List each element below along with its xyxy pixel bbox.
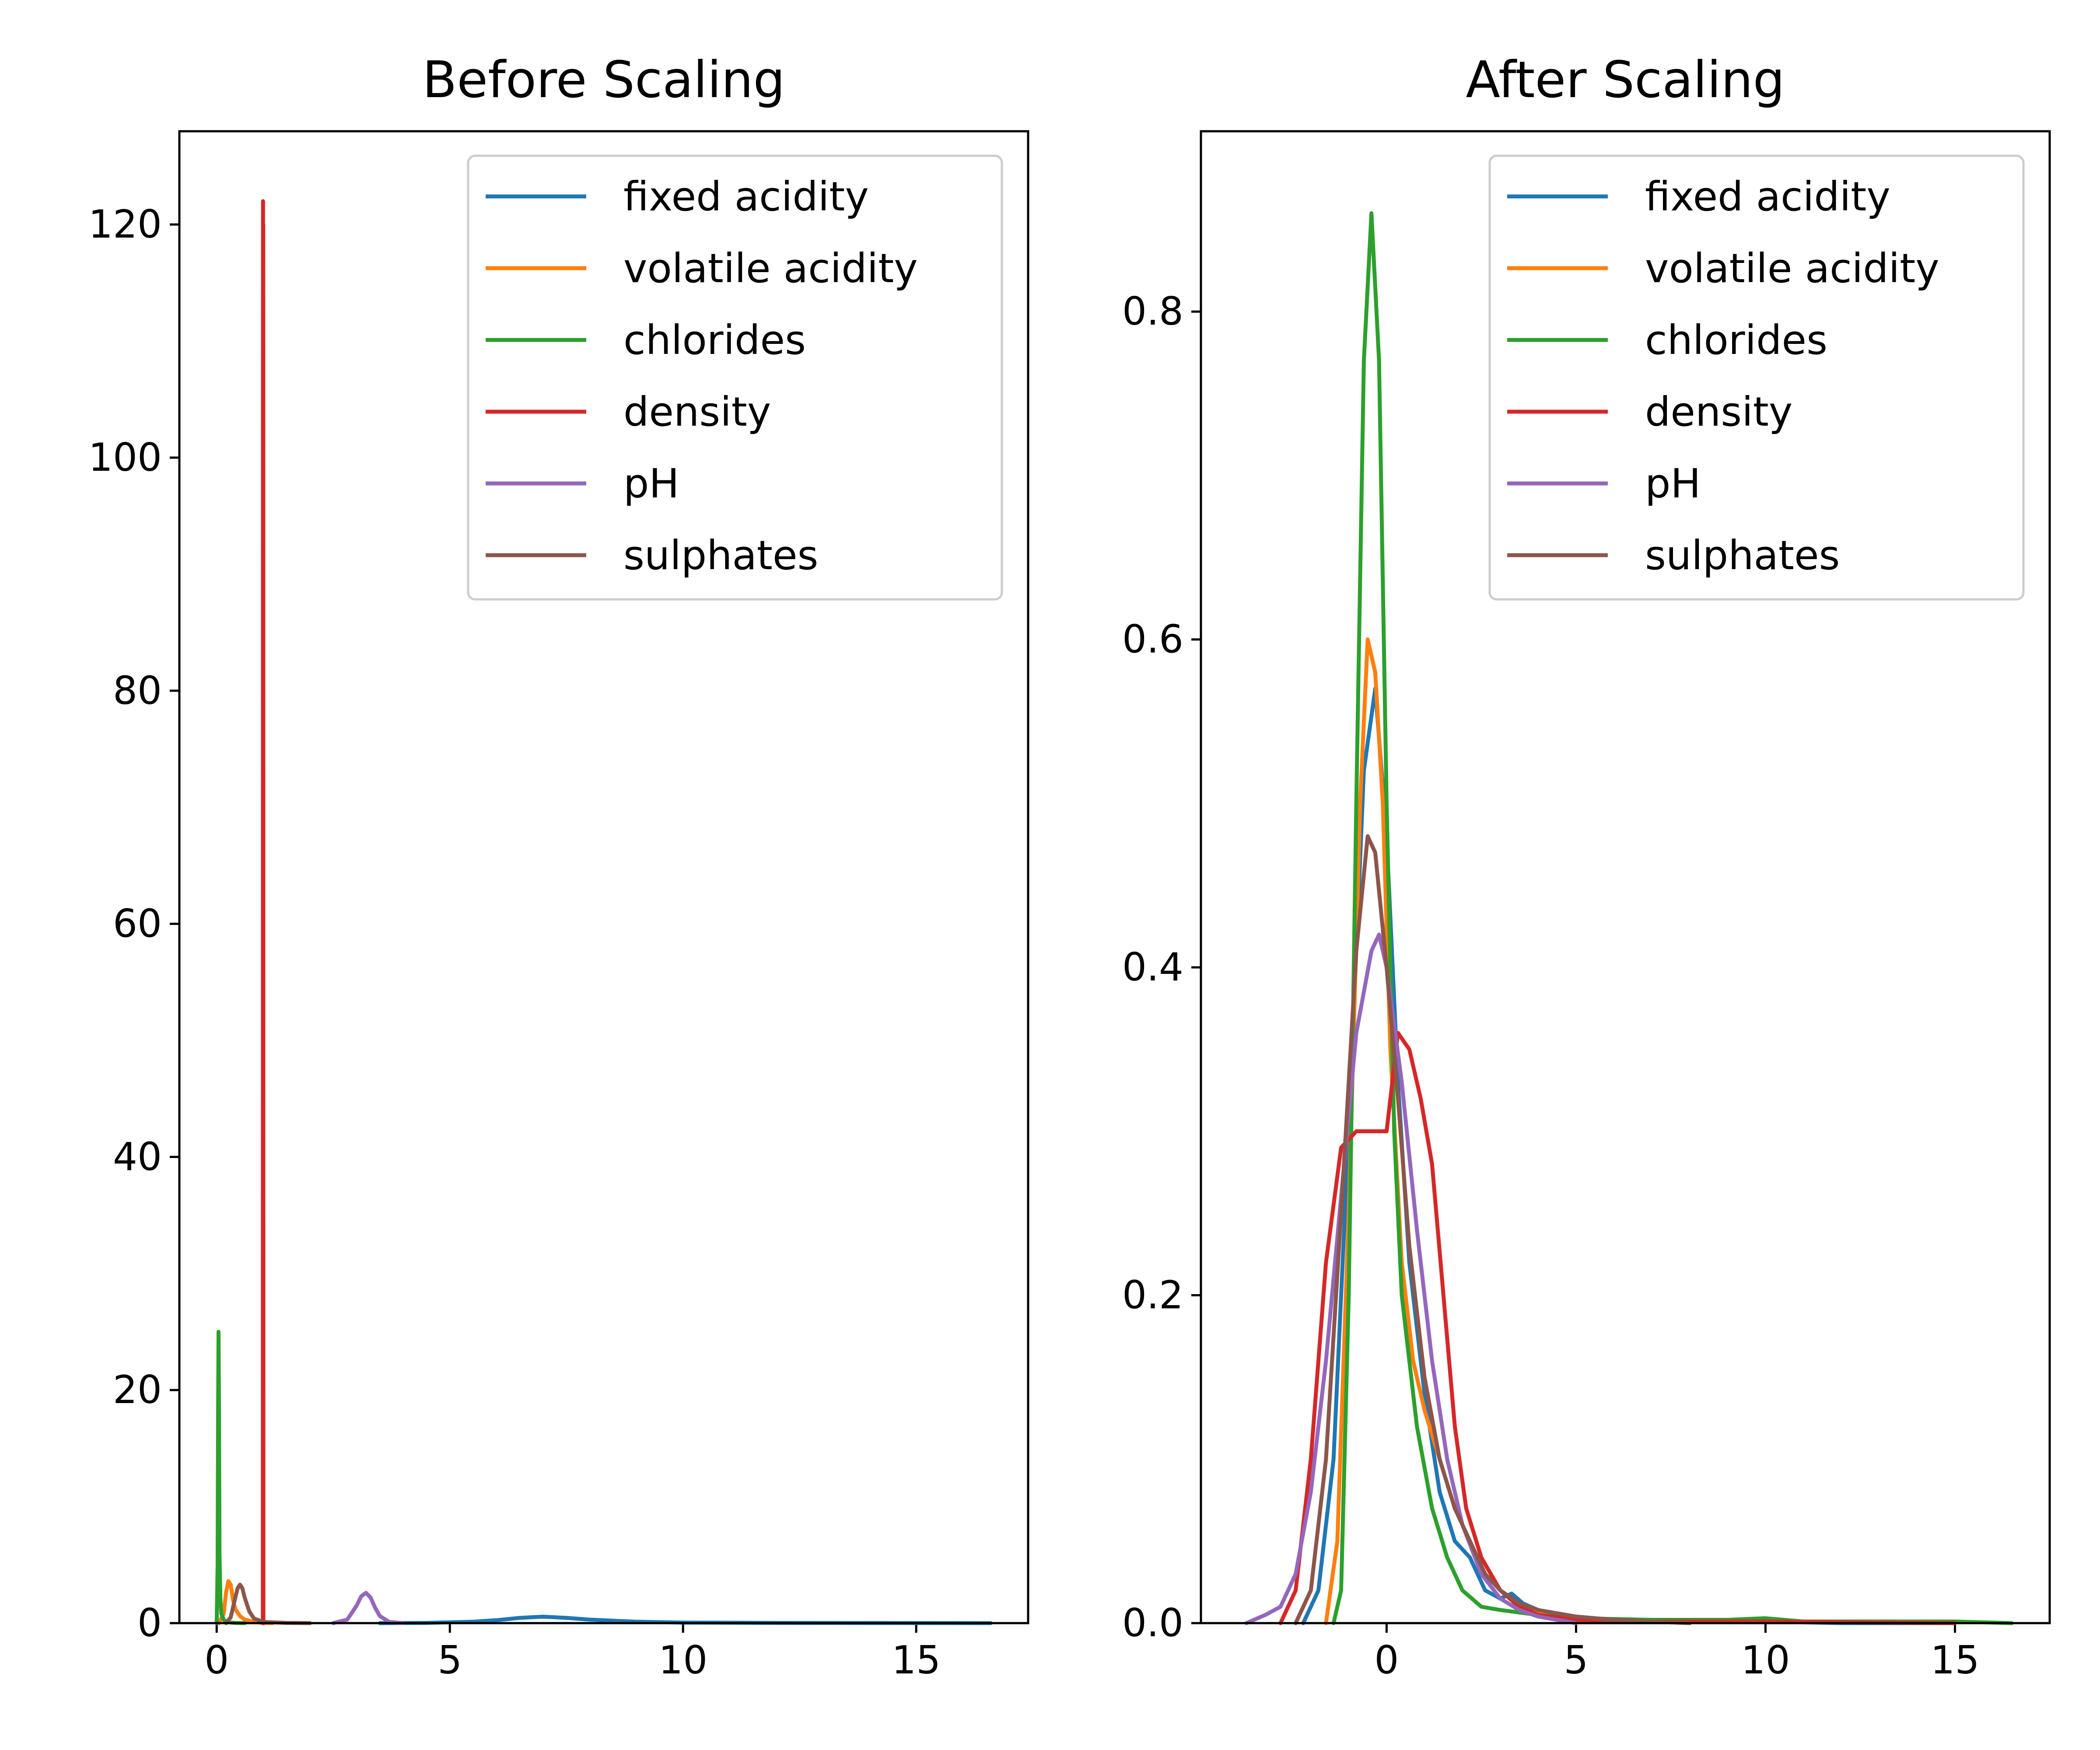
y-tick-label: 0.4	[1122, 945, 1183, 990]
panel-before-scaling: Before Scaling 0 5 10 15 0 20 40 60 80 100 120 fix…	[88, 51, 1029, 1683]
plot-frame	[1200, 130, 2051, 1624]
x-tick-label: 10	[658, 1638, 707, 1683]
panel-after-scaling: After Scaling 0 5 10 15 0.0 0.2 0.4 0.6 0.8 fixe…	[1122, 51, 2051, 1683]
legend: fixed acidity volatile acidity chlorides de…	[1488, 154, 2025, 601]
series-line-ph	[331, 1591, 406, 1625]
series-group	[1244, 211, 2014, 1625]
legend-label: fixed acidity	[623, 173, 869, 220]
x-tick-label: 15	[892, 1638, 941, 1683]
series-line-density	[260, 199, 266, 1625]
y-tick-label: 100	[88, 435, 162, 480]
y-tick-label: 0.8	[1122, 289, 1183, 334]
x-tick-label: 0	[1374, 1638, 1399, 1683]
y-tick-label: 0.0	[1122, 1600, 1183, 1645]
plot-frame	[178, 130, 1029, 1624]
y-tick-label: 0	[137, 1600, 162, 1645]
series-line-chlorides	[1331, 211, 2014, 1625]
legend-label: chlorides	[623, 317, 806, 364]
y-tick-label: 0.2	[1122, 1273, 1183, 1318]
series-line-density	[1278, 1031, 1957, 1625]
legend-label: density	[623, 388, 771, 435]
y-tick-label: 20	[113, 1367, 162, 1412]
y-tick-label: 80	[113, 668, 162, 713]
legend-label: volatile acidity	[1645, 245, 1939, 292]
legend-label: pH	[1645, 460, 1701, 507]
chart-title: Before Scaling	[422, 51, 785, 109]
x-tick-label: 5	[438, 1638, 462, 1683]
y-tick-label: 120	[88, 202, 162, 247]
legend-items: fixed acidity volatile acidity chlorides de…	[1507, 173, 1939, 579]
y-tick-label: 0.6	[1122, 617, 1183, 662]
y-tick-label: 40	[113, 1134, 162, 1179]
legend-label: density	[1645, 388, 1792, 435]
legend-box	[467, 154, 1003, 601]
legend-box	[1488, 154, 2025, 601]
legend-label: sulphates	[1645, 532, 1840, 579]
x-tick-label: 15	[1930, 1638, 1979, 1683]
legend-label: pH	[623, 460, 679, 507]
legend-items: fixed acidity volatile acidity chlorides de…	[486, 173, 918, 579]
legend-label: fixed acidity	[1645, 173, 1890, 220]
x-tick-label: 10	[1741, 1638, 1790, 1683]
tick-group: 0 5 10 15 0 20 40 60 80 100 120	[88, 202, 941, 1683]
legend-label: chlorides	[1645, 317, 1827, 364]
series-line-sulphates	[1294, 834, 1692, 1625]
tick-group: 0 5 10 15 0.0 0.2 0.4 0.6 0.8	[1122, 289, 1979, 1683]
legend-label: sulphates	[623, 532, 819, 579]
x-tick-label: 5	[1564, 1638, 1588, 1683]
y-tick-label: 60	[113, 901, 162, 946]
legend: fixed acidity volatile acidity chlorides de…	[467, 154, 1003, 601]
x-tick-label: 0	[204, 1638, 229, 1683]
legend-label: volatile acidity	[623, 245, 918, 292]
chart-title: After Scaling	[1466, 51, 1785, 109]
